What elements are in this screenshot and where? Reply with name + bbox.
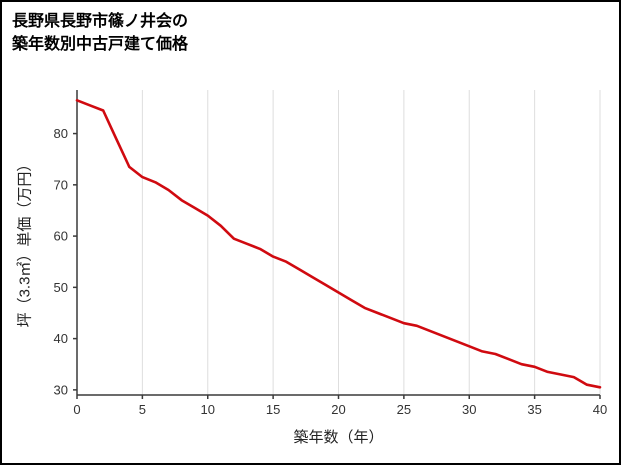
x-tick-label: 25: [397, 402, 411, 417]
y-tick-label: 70: [54, 177, 68, 192]
x-tick-label: 20: [331, 402, 345, 417]
y-tick-label: 40: [54, 331, 68, 346]
x-tick-label: 40: [593, 402, 607, 417]
x-tick-label: 35: [527, 402, 541, 417]
chart-title-line2: 築年数別中古戸建て価格: [12, 36, 189, 53]
y-tick-label: 30: [54, 382, 68, 397]
x-tick-label: 10: [201, 402, 215, 417]
x-tick-label: 30: [462, 402, 476, 417]
y-axis-label: 坪（3.3㎡）単価（万円）: [16, 156, 34, 328]
chart-title-line1: 長野県長野市篠ノ井会の: [12, 13, 189, 30]
y-tick-label: 50: [54, 280, 68, 295]
y-tick-label: 60: [54, 229, 68, 244]
chart-title: 長野県長野市篠ノ井会の 築年数別中古戸建て価格: [12, 10, 188, 56]
x-tick-label: 5: [139, 402, 146, 417]
price-line: [75, 99, 602, 389]
y-tick-label: 80: [54, 126, 68, 141]
x-axis-label: 築年数（年）: [293, 429, 384, 446]
x-tick-label: 0: [73, 402, 80, 417]
x-tick-label: 15: [266, 402, 280, 417]
